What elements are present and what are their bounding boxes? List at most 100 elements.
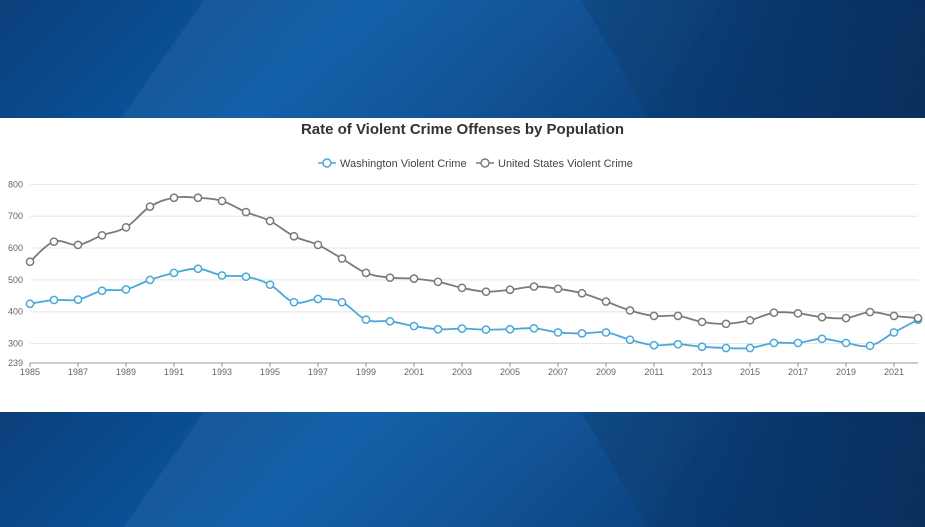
data-point-s1-2001[interactable] <box>409 274 419 283</box>
data-point-s0-2008[interactable] <box>577 329 587 338</box>
y-tick-label-3: 500 <box>8 275 23 285</box>
data-point-s1-2013[interactable] <box>697 317 707 327</box>
data-point-s0-1988[interactable] <box>97 286 107 296</box>
y-tick-label-2: 600 <box>8 243 23 253</box>
x-tick-label-3: 1991 <box>164 367 184 377</box>
data-point-s1-1998[interactable] <box>337 254 347 263</box>
data-point-s0-1985[interactable] <box>25 299 35 309</box>
data-point-s0-2006[interactable] <box>529 323 539 333</box>
x-tick-label-0: 1985 <box>20 367 40 377</box>
x-tick-label-2: 1989 <box>116 367 136 377</box>
data-point-s1-2022[interactable] <box>913 313 923 323</box>
data-point-s0-2020[interactable] <box>865 341 875 351</box>
data-point-s1-1999[interactable] <box>361 268 371 278</box>
data-point-s0-2021[interactable] <box>889 328 899 337</box>
data-point-s0-1999[interactable] <box>361 315 371 325</box>
data-point-s1-1996[interactable] <box>289 231 299 241</box>
data-point-s0-1993[interactable] <box>217 271 227 280</box>
data-point-s0-1994[interactable] <box>241 272 251 282</box>
data-point-s1-1991[interactable] <box>169 193 179 203</box>
legend-item-1[interactable]: United States Violent Crime <box>476 158 633 170</box>
chart-panel: Rate of Violent Crime Offenses by Popula… <box>0 118 925 412</box>
data-point-s1-2011[interactable] <box>649 311 659 321</box>
x-tick-label-8: 2001 <box>404 367 424 377</box>
data-point-s0-1991[interactable] <box>169 268 179 278</box>
chart-title: Rate of Violent Crime Offenses by Popula… <box>300 121 625 138</box>
data-point-s1-1987[interactable] <box>73 240 83 250</box>
header-banner <box>0 0 925 118</box>
x-tick-label-12: 2009 <box>596 367 616 377</box>
data-point-s1-2019[interactable] <box>841 313 851 323</box>
data-point-s0-2016[interactable] <box>769 338 779 348</box>
footer-banner <box>0 412 925 527</box>
data-point-s1-1988[interactable] <box>97 230 107 240</box>
data-point-s1-2018[interactable] <box>817 312 827 322</box>
data-point-s0-2003[interactable] <box>457 324 467 333</box>
data-point-s1-2012[interactable] <box>673 311 683 321</box>
data-point-s1-2015[interactable] <box>745 315 755 325</box>
data-point-s1-1993[interactable] <box>217 196 227 206</box>
data-point-s1-1997[interactable] <box>313 240 323 250</box>
data-point-s1-1990[interactable] <box>145 202 155 212</box>
data-point-s0-1995[interactable] <box>265 280 275 290</box>
data-point-s1-1992[interactable] <box>193 193 203 203</box>
data-point-s0-2013[interactable] <box>697 342 707 352</box>
data-point-s1-2003[interactable] <box>457 283 467 293</box>
data-point-s0-2015[interactable] <box>745 343 755 353</box>
data-point-s0-1990[interactable] <box>145 275 155 285</box>
x-tick-label-16: 2017 <box>788 367 808 377</box>
data-point-s1-2014[interactable] <box>721 319 731 329</box>
data-point-s1-2007[interactable] <box>553 284 563 294</box>
data-point-s0-2010[interactable] <box>625 335 635 345</box>
data-point-s1-2002[interactable] <box>433 277 443 287</box>
x-tick-label-4: 1993 <box>212 367 232 377</box>
data-point-s0-1986[interactable] <box>49 295 59 305</box>
legend-marker-1 <box>480 158 490 168</box>
x-tick-label-13: 2011 <box>644 367 663 377</box>
data-point-s1-1986[interactable] <box>49 237 59 247</box>
data-point-s0-2011[interactable] <box>649 340 659 350</box>
data-point-s1-1985[interactable] <box>25 257 35 267</box>
x-tick-label-7: 1999 <box>356 367 376 377</box>
data-point-s1-2009[interactable] <box>601 297 611 306</box>
data-point-s1-2021[interactable] <box>889 311 899 321</box>
data-point-s0-2005[interactable] <box>505 324 515 334</box>
data-point-s0-2000[interactable] <box>385 316 395 326</box>
data-point-s0-2001[interactable] <box>409 321 419 331</box>
data-point-s1-2017[interactable] <box>793 308 803 318</box>
y-tick-label-5: 300 <box>8 339 23 349</box>
data-point-s1-2006[interactable] <box>529 282 539 291</box>
data-point-s1-2008[interactable] <box>577 288 587 298</box>
data-point-s1-2020[interactable] <box>865 307 875 317</box>
data-point-s0-2007[interactable] <box>553 328 563 337</box>
x-tick-label-11: 2007 <box>548 367 568 377</box>
data-point-s1-2000[interactable] <box>385 273 395 283</box>
data-point-s1-2016[interactable] <box>769 308 779 318</box>
data-point-s1-1994[interactable] <box>241 207 251 217</box>
data-point-s0-2012[interactable] <box>673 339 683 349</box>
data-point-s0-2017[interactable] <box>793 338 803 348</box>
y-tick-label-4: 400 <box>8 307 23 317</box>
data-point-s0-1997[interactable] <box>313 294 323 304</box>
data-point-s0-2014[interactable] <box>721 343 731 353</box>
x-tick-label-1: 1987 <box>68 367 88 377</box>
x-tick-label-14: 2013 <box>692 367 712 377</box>
legend-marker-0 <box>322 158 332 168</box>
data-point-s1-2010[interactable] <box>625 306 635 315</box>
data-point-s0-1992[interactable] <box>193 264 203 274</box>
data-point-s0-1998[interactable] <box>337 297 347 307</box>
legend-item-0[interactable]: Washington Violent Crime <box>318 158 467 170</box>
data-point-s1-2005[interactable] <box>505 285 515 295</box>
data-point-s1-1995[interactable] <box>265 216 275 226</box>
data-point-s0-1987[interactable] <box>73 295 83 304</box>
data-point-s0-2004[interactable] <box>481 325 491 334</box>
chart-legend[interactable]: Washington Violent Crime United States Vi… <box>318 158 633 170</box>
data-point-s0-2018[interactable] <box>817 334 827 344</box>
data-point-s0-2019[interactable] <box>841 338 851 348</box>
data-point-s0-2002[interactable] <box>433 324 443 334</box>
data-point-s1-2004[interactable] <box>481 287 491 297</box>
data-point-s0-1996[interactable] <box>289 297 299 307</box>
data-point-s0-1989[interactable] <box>121 285 131 294</box>
data-point-s1-1989[interactable] <box>121 223 131 232</box>
data-point-s0-2009[interactable] <box>601 328 611 337</box>
